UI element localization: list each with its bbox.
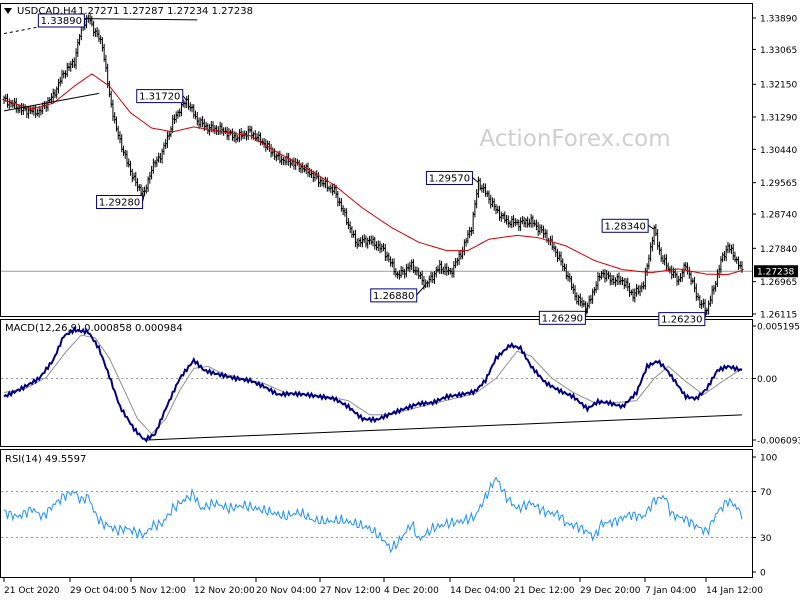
- time-axis-label: 29 Oct 04:00: [70, 586, 129, 596]
- price-axis-label: 1.26965: [760, 278, 797, 288]
- time-axis-label: 14 Jan 12:00: [706, 586, 763, 596]
- rsi-axis-label: 70: [760, 488, 772, 498]
- price-axis-label: 1.32150: [760, 81, 797, 91]
- price-annotation-box: [370, 288, 418, 303]
- moving-average-line: [3, 73, 743, 276]
- price-axis-label: 1.29565: [760, 179, 797, 189]
- rsi-axis-label: 0: [760, 569, 766, 579]
- macd-main-line: [3, 325, 743, 443]
- price-annotation: 1.26880: [370, 284, 427, 303]
- price-axis-label: 1.33890: [760, 15, 797, 25]
- price-annotation: 1.31720: [136, 89, 188, 104]
- price-annotation-label: 1.29280: [99, 198, 140, 209]
- watermark: ActionForex.com: [479, 126, 670, 152]
- price-annotation: 1.29280: [96, 193, 146, 210]
- price-annotation-label: 1.26290: [542, 313, 583, 324]
- time-axis-label: 27 Nov 12:00: [320, 586, 381, 596]
- price-panel-frame: [0, 3, 753, 317]
- price-annotation-label: 1.31720: [139, 92, 180, 103]
- time-axis-label: 21 Oct 2020: [4, 586, 60, 596]
- price-annotation-label: 1.29570: [429, 173, 470, 184]
- macd-panel-frame: [0, 319, 753, 447]
- price-annotation-box: [658, 312, 706, 327]
- macd-trendline: [144, 414, 743, 441]
- price-trendline: [3, 20, 68, 35]
- price-axis-label: 1.33065: [760, 46, 797, 56]
- macd-axis-label: -0.006093: [757, 437, 800, 447]
- price-axis-label: 1.28740: [760, 211, 797, 221]
- price-annotation-label: 1.33890: [41, 16, 82, 27]
- price-annotation-connector: [142, 193, 146, 202]
- time-axis-label: 12 Nov 20:00: [194, 586, 255, 596]
- rsi-axis-label: 30: [760, 534, 772, 544]
- price-axis-label: 1.26115: [760, 311, 797, 321]
- time-axis-label: 7 Jan 04:00: [645, 586, 697, 596]
- price-annotation-connector: [584, 307, 588, 318]
- price-axis-label: 1.31290: [760, 113, 797, 123]
- price-trendline: [3, 92, 99, 112]
- current-price-label: 1.27238: [757, 268, 794, 278]
- price-annotation-connector: [416, 284, 427, 296]
- time-axis-label: 29 Dec 20:00: [580, 586, 641, 596]
- ohlc-readout: 1.27271 1.27287 1.27234 1.27238: [78, 6, 253, 17]
- price-axis-label: 1.30440: [760, 146, 797, 156]
- rsi-title: RSI(14) 49.5597: [5, 454, 86, 465]
- price-annotation-connector: [182, 95, 188, 101]
- macd-title: MACD(12,26,9) 0.000858 0.000984: [5, 323, 183, 334]
- macd-axis-label: 0.00: [757, 375, 777, 385]
- price-annotation-connector: [472, 177, 479, 183]
- price-annotation: 1.29570: [425, 170, 479, 185]
- time-axis-label: 5 Nov 12:00: [131, 586, 186, 596]
- macd-signal-line: [3, 334, 743, 435]
- price-annotation-label: 1.26230: [661, 315, 702, 326]
- time-axis-label: 21 Dec 12:00: [514, 586, 575, 596]
- price-annotation: 1.33890: [37, 13, 89, 28]
- time-axis-label: 4 Dec 20:00: [384, 586, 439, 596]
- collapse-triangle-icon[interactable]: [4, 8, 12, 14]
- rsi-panel-frame: [0, 449, 753, 578]
- price-annotation-box: [96, 195, 144, 210]
- price-annotation: 1.26290: [538, 307, 588, 325]
- price-annotation-label: 1.26880: [373, 291, 414, 302]
- price-annotation-connector: [647, 224, 655, 230]
- macd-axis-label: 0.005195: [757, 323, 800, 333]
- price-annotation-box: [538, 310, 586, 325]
- price-annotation-connector: [704, 309, 708, 319]
- symbol-label: USDCAD,H4: [17, 6, 77, 17]
- current-price-box: [754, 265, 798, 278]
- price-annotation-connector: [84, 17, 89, 21]
- price-annotation: 1.28340: [601, 218, 655, 233]
- price-annotation: 1.26230: [658, 309, 708, 327]
- rsi-axis-label: 100: [760, 454, 777, 464]
- price-axis-label: 1.27840: [760, 245, 797, 255]
- time-axis-label: 20 Nov 04:00: [256, 586, 317, 596]
- price-bar: [740, 261, 744, 273]
- price-annotation-label: 1.28340: [604, 221, 645, 232]
- rsi-line: [3, 476, 743, 554]
- price-annotation-box: [37, 13, 85, 28]
- time-axis-label: 14 Dec 04:00: [450, 586, 511, 596]
